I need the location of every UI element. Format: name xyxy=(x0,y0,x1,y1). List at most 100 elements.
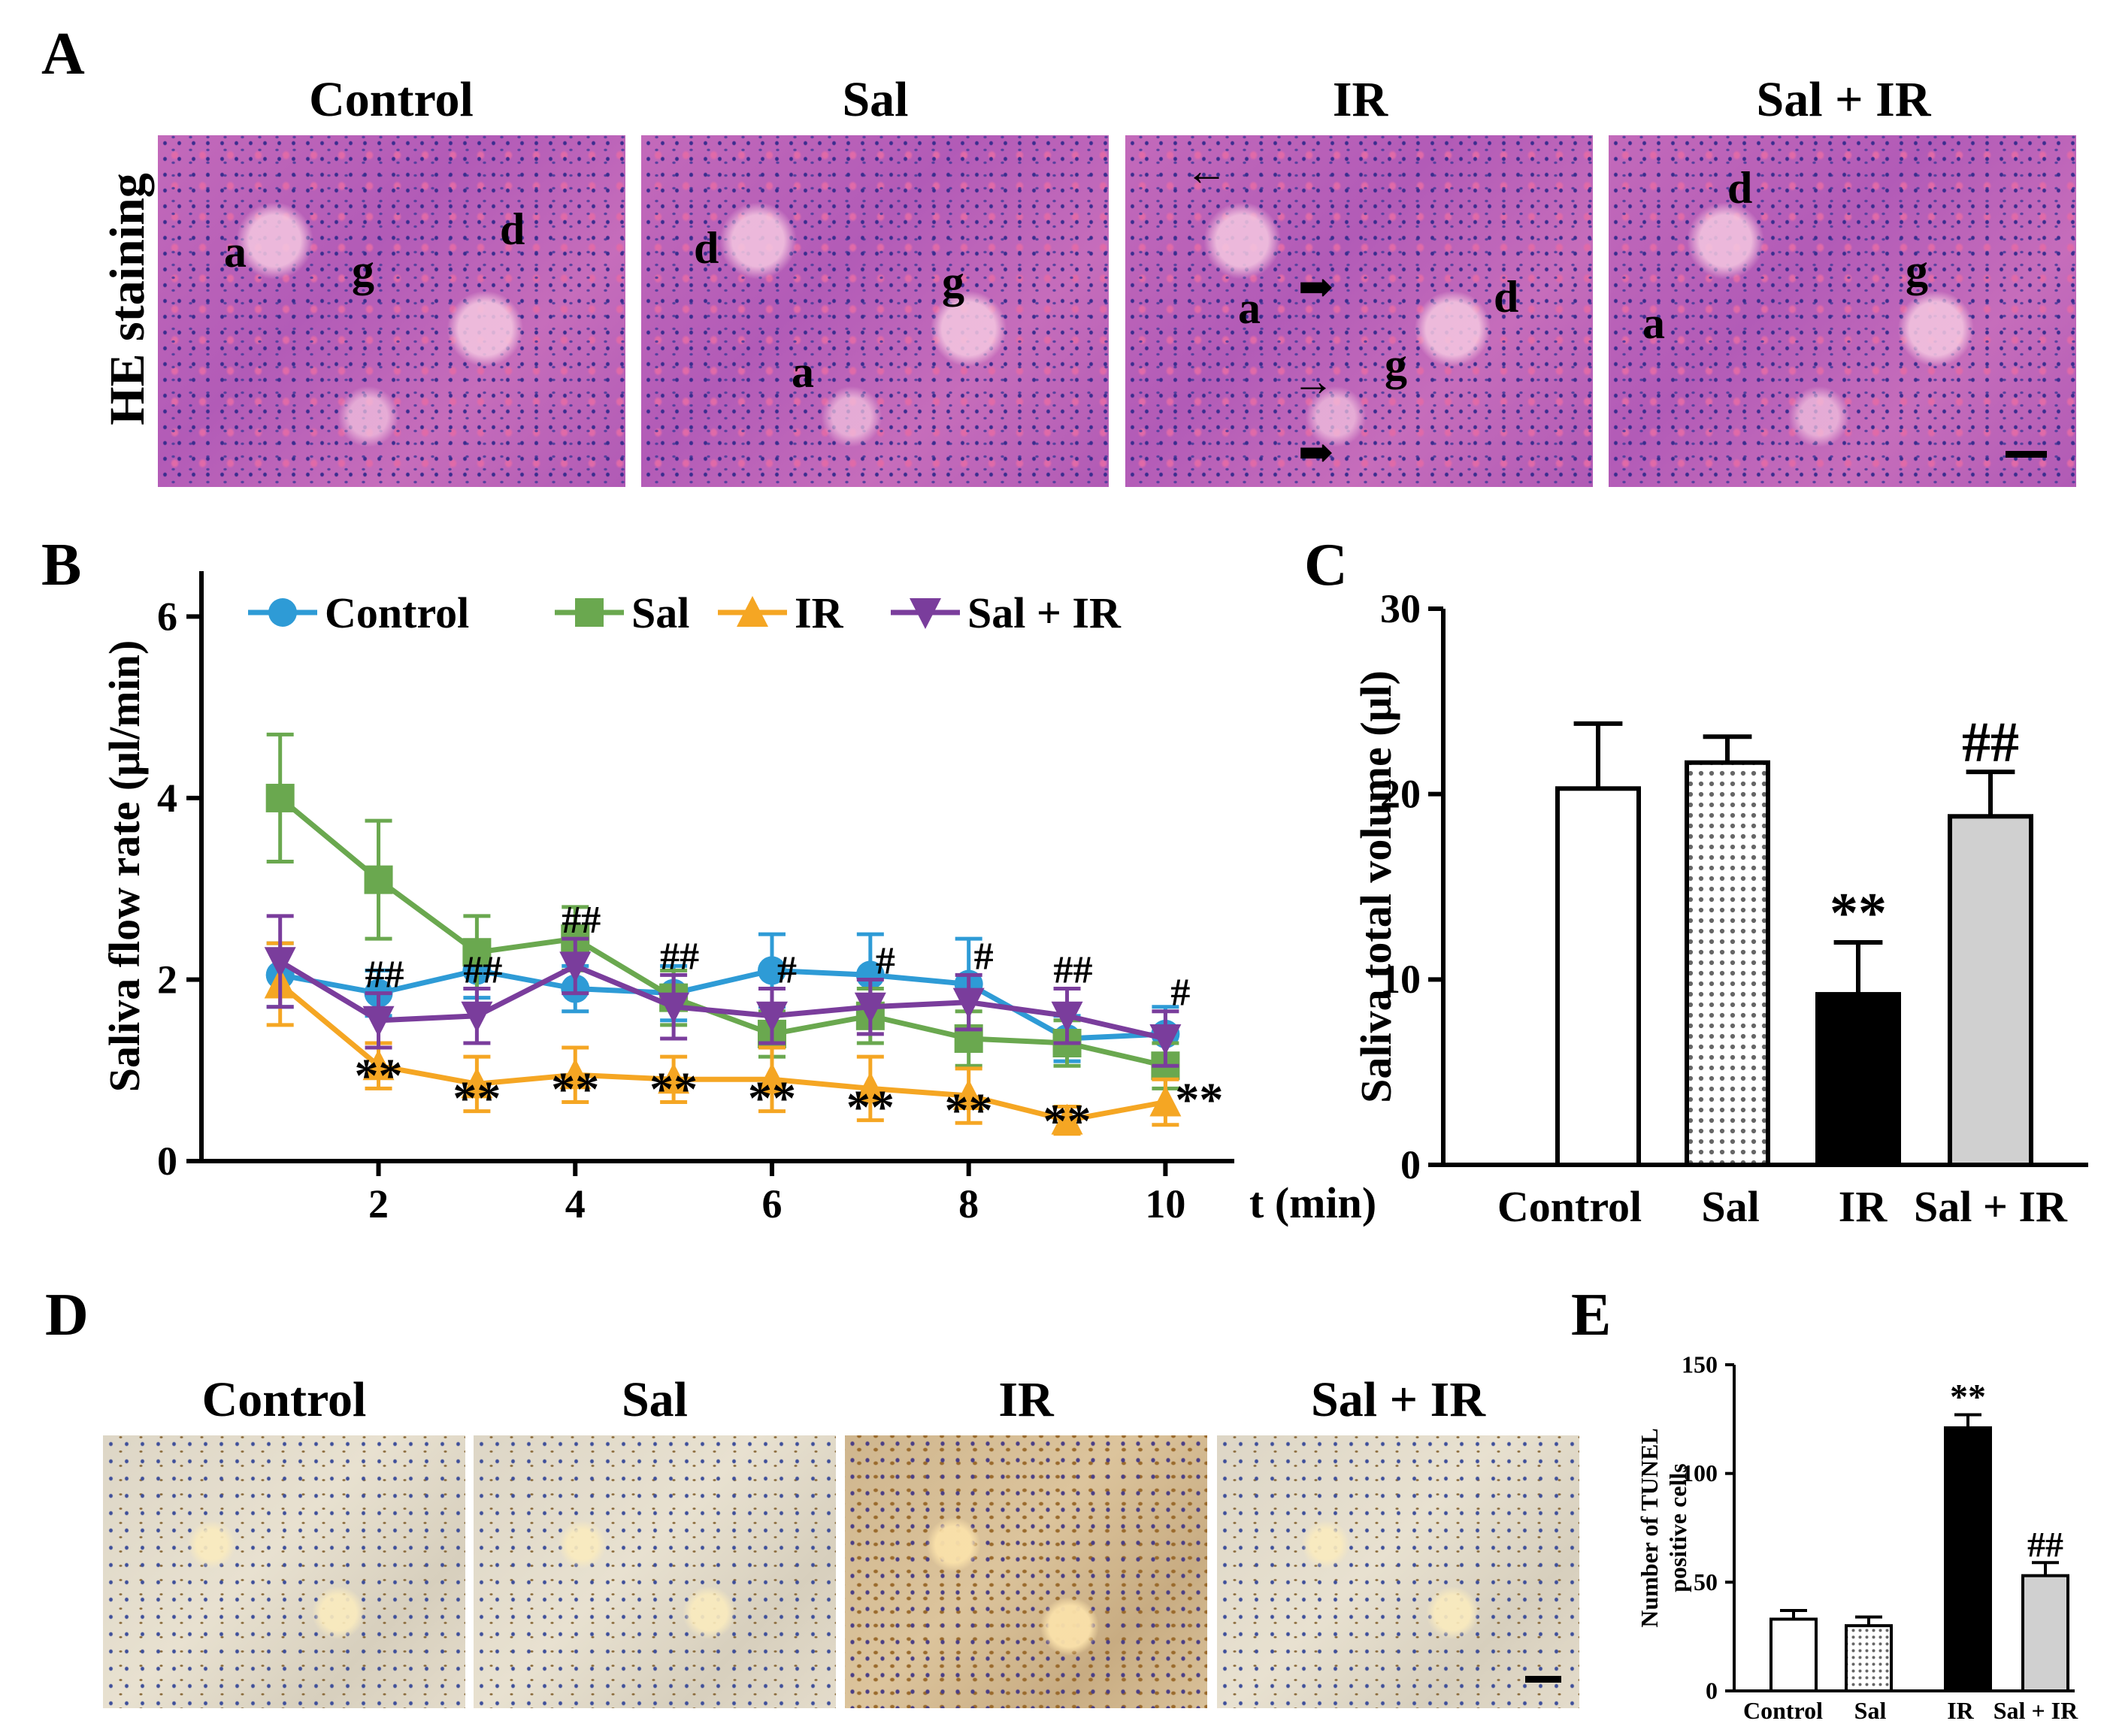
annotation-stars: ** xyxy=(355,1048,403,1102)
point-ir xyxy=(755,1063,788,1094)
he-image-sal-ir: d g a xyxy=(1609,135,2076,487)
panel-a-row-label: HE staining xyxy=(100,173,155,425)
label-g: g xyxy=(1385,340,1407,389)
point-sal-ir xyxy=(461,1001,493,1033)
point-ir xyxy=(559,1058,592,1090)
annotation-stars: ** xyxy=(551,1063,599,1116)
legend-marker-sal-ir xyxy=(910,598,941,629)
category-label-sal: Sal xyxy=(1854,1697,1887,1724)
panel-label-d: D xyxy=(45,1282,89,1348)
category-label-control: Control xyxy=(1743,1697,1823,1724)
annotation-stars: ** xyxy=(748,1072,796,1125)
point-sal-ir xyxy=(952,987,985,1019)
label-a: a xyxy=(224,227,247,277)
legend-label-sal-ir: Sal + IR xyxy=(967,588,1122,637)
arrow-right-icon: → xyxy=(1292,358,1334,405)
panel-a-title-sal-ir: Sal + IR xyxy=(1756,72,1931,127)
y-axis-label: Saliva flow rate (μl/min) xyxy=(100,640,149,1093)
panel-a-title-sal: Sal xyxy=(842,72,909,127)
y-tick-label: 50 xyxy=(1694,1568,1718,1595)
point-sal xyxy=(462,938,492,967)
bar-control xyxy=(1555,786,1641,1167)
label-a: a xyxy=(792,347,814,397)
thick-arrow-icon: ➡ xyxy=(1298,430,1334,476)
annotation-stars: ** xyxy=(1830,882,1887,945)
panel-label-e: E xyxy=(1571,1282,1612,1348)
category-label-sal-ir: Sal + IR xyxy=(1994,1697,2078,1724)
bar-ir xyxy=(1815,992,1901,1167)
y-axis-label-line-1: Number of TUNEL xyxy=(1636,1428,1663,1628)
annotation-hash: ## xyxy=(365,954,404,997)
y-tick-label: 2 xyxy=(157,957,177,1002)
scale-bar xyxy=(2006,451,2047,458)
point-ir xyxy=(658,1063,690,1094)
panel-d-title-sal-ir: Sal + IR xyxy=(1311,1372,1485,1427)
bar-sal-ir xyxy=(2021,1574,2069,1692)
y-tick-label: 10 xyxy=(1380,957,1421,1002)
tunel-image-control xyxy=(103,1435,465,1708)
y-tick-label: 6 xyxy=(157,594,177,639)
annotation-hash: ## xyxy=(1054,949,1093,992)
panel-label-a: A xyxy=(41,21,85,87)
he-image-control: a g d xyxy=(158,135,625,487)
point-ir xyxy=(1051,1103,1083,1135)
he-image-sal: d g a xyxy=(641,135,1109,487)
legend-marker-sal xyxy=(575,598,604,627)
annotation-hash: # xyxy=(974,935,994,978)
point-sal-ir xyxy=(854,992,886,1024)
y-tick-label: 0 xyxy=(1706,1677,1718,1704)
label-d: d xyxy=(1494,272,1519,322)
category-label-ir: IR xyxy=(1947,1697,1974,1724)
point-sal-ir xyxy=(1149,1024,1182,1055)
y-tick-label: 4 xyxy=(157,776,177,821)
legend-label-sal: Sal xyxy=(631,588,689,637)
point-sal-ir xyxy=(658,992,690,1024)
legend-marker-ir xyxy=(737,596,768,627)
panel-label-b: B xyxy=(41,532,82,598)
x-tick-label: 2 xyxy=(368,1181,389,1226)
label-g: g xyxy=(1906,246,1928,295)
annotation-hash: # xyxy=(876,939,895,982)
tunel-image-sal-ir xyxy=(1217,1435,1579,1708)
category-label-sal: Sal xyxy=(1701,1182,1759,1231)
label-a: a xyxy=(1642,298,1665,348)
y-tick-label: 0 xyxy=(157,1139,177,1184)
annotation-stars: ** xyxy=(846,1081,895,1134)
category-label-ir: IR xyxy=(1839,1182,1888,1231)
point-ir xyxy=(1149,1085,1182,1117)
panel-d-title-control: Control xyxy=(201,1372,367,1427)
label-d: d xyxy=(1727,163,1753,213)
y-tick-label: 30 xyxy=(1380,586,1421,631)
point-sal xyxy=(265,783,295,812)
panel-label-c: C xyxy=(1304,532,1348,598)
legend-marker-control xyxy=(268,598,297,627)
point-sal-ir xyxy=(1051,1001,1083,1033)
category-label-control: Control xyxy=(1497,1182,1642,1231)
tunel-image-ir xyxy=(845,1435,1207,1708)
annotation-stars: ** xyxy=(1175,1073,1223,1127)
chart-c-bar: 0 10 20 30 Control Sal ** IR ## Sal + IR Saliva to… xyxy=(1352,586,2088,1231)
series-line-control xyxy=(280,967,1166,1042)
label-d: d xyxy=(694,223,719,273)
point-ir xyxy=(362,1049,395,1081)
x-tick-label: 8 xyxy=(958,1181,979,1226)
panel-a-title-ir: IR xyxy=(1332,72,1388,127)
scale-bar xyxy=(1525,1676,1561,1683)
x-axis-label: t (min) xyxy=(1249,1178,1376,1227)
annotation-hash: ## xyxy=(2027,1525,2063,1565)
tunel-image-sal xyxy=(474,1435,836,1708)
annotation-stars: ** xyxy=(1043,1094,1091,1148)
bar-control xyxy=(1769,1617,1818,1692)
point-control xyxy=(757,956,786,985)
category-label-sal-ir: Sal + IR xyxy=(1914,1182,2068,1231)
series-line-sal xyxy=(278,796,1167,1069)
bar-ir xyxy=(1944,1426,1992,1692)
point-sal-ir xyxy=(362,1006,395,1037)
label-a: a xyxy=(1238,283,1261,333)
thick-arrow-icon: ➡ xyxy=(1298,265,1334,311)
panel-a-title-control: Control xyxy=(309,72,474,127)
panel-d-title-ir: IR xyxy=(998,1372,1054,1427)
he-image-ir: ← ➡ → ➡ a g d xyxy=(1125,135,1593,487)
point-sal-ir xyxy=(559,951,592,983)
legend-label-control: Control xyxy=(325,588,469,637)
